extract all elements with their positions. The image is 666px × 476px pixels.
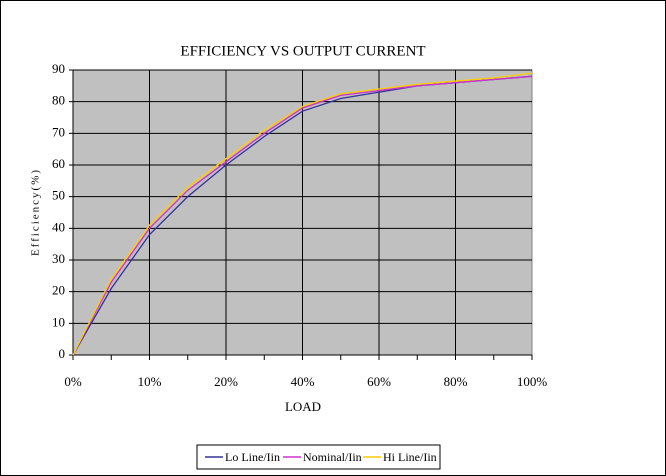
legend-label: Lo Line/Iin xyxy=(225,450,280,464)
legend-box xyxy=(196,444,441,470)
legend-label: Hi Line/Iin xyxy=(383,450,437,464)
x-tick-label: 80% xyxy=(444,374,468,389)
y-tick-label: 10 xyxy=(52,314,65,329)
y-tick-label: 60 xyxy=(52,156,65,171)
x-tick-label: 60% xyxy=(367,374,391,389)
x-tick-label: 40% xyxy=(291,374,315,389)
y-tick-label: 50 xyxy=(52,188,65,203)
y-tick-label: 30 xyxy=(52,251,65,266)
y-tick-label: 90 xyxy=(52,61,65,76)
series-line xyxy=(72,75,533,356)
x-tick-label: 0% xyxy=(64,374,82,389)
x-tick-label: 20% xyxy=(214,374,238,389)
y-axis-label: Efficiency(%) xyxy=(30,168,42,256)
y-tick-label: 70 xyxy=(52,124,65,139)
x-axis-label: LOAD xyxy=(285,399,321,414)
chart-title: EFFICIENCY VS OUTPUT CURRENT xyxy=(180,43,425,59)
series-line xyxy=(72,72,533,356)
y-tick-label: 40 xyxy=(52,219,65,234)
y-tick-label: 20 xyxy=(52,283,65,298)
x-tick-label: 100% xyxy=(517,374,548,389)
x-tick-label: 10% xyxy=(138,374,162,389)
legend-label: Nominal/Iin xyxy=(303,450,362,464)
y-tick-label: 80 xyxy=(52,93,65,108)
y-tick-label: 0 xyxy=(59,346,66,361)
